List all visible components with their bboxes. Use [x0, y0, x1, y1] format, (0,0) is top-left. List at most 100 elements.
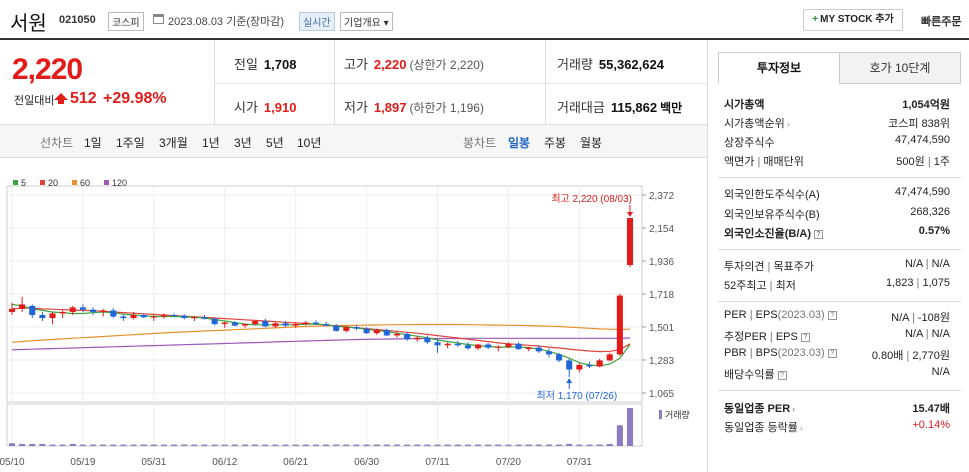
period-10y[interactable]: 10년 [297, 136, 322, 150]
chevron-right-icon[interactable]: › [792, 404, 796, 414]
candle-chart-label: 봉차트 [463, 136, 497, 150]
candle-body [191, 317, 198, 319]
volume-bar [49, 444, 56, 446]
low-price: 저가 1,897 (하한가 1,196) [344, 100, 484, 115]
volume-bar [100, 444, 107, 446]
volume-plot-frame [6, 403, 643, 447]
up-arrow-icon [54, 93, 68, 104]
volume-bar [393, 444, 401, 446]
chevron-right-icon[interactable]: › [799, 423, 803, 433]
period-1y[interactable]: 1년 [202, 136, 220, 150]
price-change-percent: +29.98% [103, 90, 167, 107]
candle-body [110, 310, 117, 317]
corp-info-dropdown[interactable]: 기업개요 ▾ [340, 12, 393, 31]
price-chart[interactable]: 2,372 2,154 1,936 1,718 1,501 1,283 1,065 05/10… [0, 158, 707, 472]
volume-bar [525, 444, 532, 446]
candle-body [586, 364, 593, 367]
candle-monthly[interactable]: 월봉 [580, 136, 603, 150]
period-1d[interactable]: 1일 [84, 136, 102, 150]
tab-orderbook-10[interactable]: 호가 10단계 [839, 52, 961, 84]
candle-body [343, 327, 350, 331]
diff-label: 전일대비 [14, 95, 55, 107]
help-icon[interactable]: ? [827, 348, 837, 358]
candle-body [171, 314, 178, 316]
candle-body [616, 295, 623, 355]
period-5y[interactable]: 5년 [266, 136, 284, 150]
volume-bar [495, 444, 502, 446]
legend-label: 20 [48, 178, 58, 188]
candle-body [556, 354, 563, 361]
ma120-line [11, 337, 631, 351]
volume-bar [110, 444, 117, 446]
candle-body [626, 218, 634, 265]
candle-body [353, 327, 360, 329]
divider [215, 83, 707, 84]
ma20-line [11, 307, 631, 353]
candle-body [444, 343, 451, 346]
price-summary: 2,220 전일대비 512 +29.98% 전일 1,708 고가 2,220 (상… [0, 40, 707, 125]
help-icon[interactable]: ? [777, 370, 787, 380]
high-annotation-arrowhead [627, 212, 633, 218]
legend-label: 60 [80, 178, 90, 188]
realtime-badge[interactable]: 실시간 [299, 12, 335, 31]
volume-bar [312, 444, 319, 446]
candle-body [515, 343, 522, 350]
candle-body [39, 314, 46, 319]
candle-body [464, 345, 471, 349]
base-date: 2023.08.03 기준(장마감) [168, 16, 285, 28]
volume-bar [39, 443, 46, 446]
candle-body [150, 316, 157, 318]
candle-body [221, 322, 228, 325]
period-3m[interactable]: 3개월 [159, 136, 188, 150]
candle-body [323, 324, 330, 326]
volume-bar [515, 444, 522, 446]
chevron-right-icon[interactable]: › [786, 119, 790, 129]
open-price: 시가 1,910 [234, 100, 297, 115]
volume-bar [59, 444, 66, 446]
volume-bar [171, 444, 178, 446]
volume-bar [221, 444, 228, 446]
market-cap-rank-row: 시가총액순위 › 코스피 838위 [724, 118, 950, 130]
x-tick-label: 05/19 [70, 457, 95, 468]
candle-body [201, 317, 208, 319]
x-tick-label: 07/11 [425, 457, 450, 468]
help-icon[interactable]: ? [814, 229, 823, 239]
volume-legend-swatch [659, 410, 662, 419]
tab-investment-info[interactable]: 투자정보 [718, 52, 840, 84]
candle-body [181, 315, 188, 319]
industry-change-row: 동일업종 등락률 › +0.14% [724, 419, 950, 434]
volume-bar [29, 443, 36, 446]
help-icon[interactable]: ? [827, 310, 837, 320]
divider [718, 301, 961, 302]
volume-bar [140, 444, 147, 446]
high-annotation: 최고 2,220 (08/03) [551, 193, 632, 205]
help-icon[interactable]: ? [800, 332, 810, 342]
x-tick-label: 07/31 [567, 457, 592, 468]
quick-order-link[interactable]: 빠른주문 [921, 16, 962, 28]
period-3y[interactable]: 3년 [234, 136, 252, 150]
legend-swatch [13, 180, 18, 185]
volume-bar [90, 444, 97, 446]
foreign-held-row: 외국인보유주식수(B) 268,326 [724, 206, 950, 221]
volume-bar [150, 444, 157, 446]
divider [718, 177, 961, 178]
candle-body [535, 347, 542, 352]
volume-bar [505, 444, 512, 446]
market-cap-row: 시가총액 1,054억원 [724, 99, 950, 111]
info-tabs: 투자정보 호가 10단계 [718, 52, 961, 84]
volume-bar [120, 444, 127, 446]
candle-body [79, 307, 86, 310]
candle-daily[interactable]: 일봉 [508, 136, 531, 150]
line-chart-label: 선차트 [40, 136, 74, 150]
volume-bar [241, 444, 249, 446]
candle-weekly[interactable]: 주봉 [544, 136, 567, 150]
investment-info-panel: 투자정보 호가 10단계 시가총액 1,054억원 시가총액순위 › 코스피 838위… [707, 40, 969, 472]
calendar-icon [153, 14, 164, 24]
high-price: 고가 2,220 (상한가 2,220) [344, 57, 484, 72]
mystock-add-button[interactable]: + MY STOCK 추가 [803, 9, 903, 31]
volume-bar [211, 444, 218, 446]
period-1w[interactable]: 1주일 [116, 136, 145, 150]
stock-header: 서원 021050 코스피 2023.08.03 기준(장마감) 실시간 기업개… [0, 0, 969, 40]
volume-bar [302, 444, 309, 446]
volume-bar [535, 444, 542, 446]
